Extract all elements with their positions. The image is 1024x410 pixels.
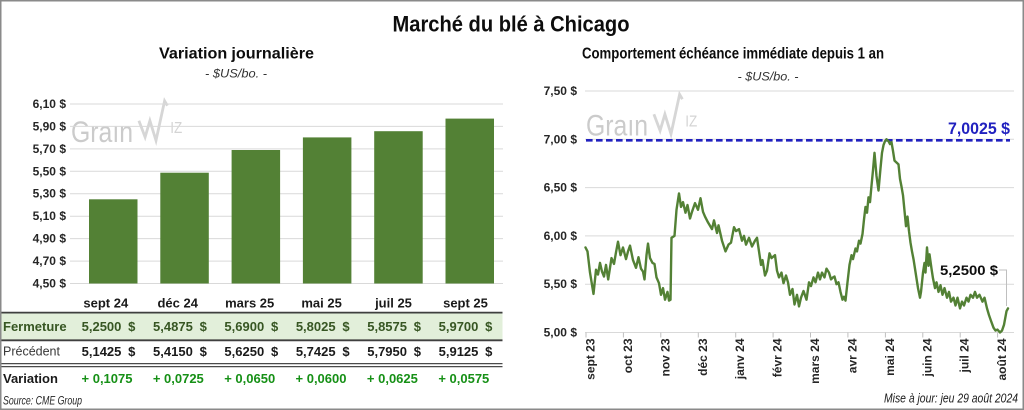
svg-text:sept 25: sept 25 (443, 296, 488, 311)
svg-text:mai 24: mai 24 (883, 338, 897, 376)
svg-text:5,6250: 5,6250 (224, 344, 264, 359)
svg-text:+ 0,1075: + 0,1075 (82, 371, 133, 386)
svg-text:$: $ (485, 344, 493, 359)
svg-text:IZ: IZ (170, 120, 182, 137)
svg-text:$: $ (414, 344, 422, 359)
svg-text:6,50 $: 6,50 $ (544, 181, 578, 195)
svg-text:Marché du blé à Chicago: Marché du blé à Chicago (393, 12, 630, 37)
svg-text:$: $ (342, 344, 350, 359)
svg-text:4,50 $: 4,50 $ (33, 277, 67, 291)
svg-text:5,50 $: 5,50 $ (33, 164, 67, 178)
svg-text:mars 25: mars 25 (225, 296, 274, 311)
svg-text:5,8025: 5,8025 (296, 319, 336, 334)
svg-text:7,0025 $: 7,0025 $ (948, 119, 1010, 138)
svg-text:janv 24: janv 24 (733, 338, 747, 380)
svg-text:juin 24: juin 24 (920, 338, 934, 377)
svg-text:Précédent: Précédent (3, 345, 61, 359)
svg-text:$: $ (128, 344, 136, 359)
svg-text:5,1425: 5,1425 (82, 344, 122, 359)
svg-text:$: $ (200, 344, 208, 359)
svg-text:juil 25: juil 25 (374, 296, 412, 311)
svg-text:$: $ (342, 319, 350, 334)
svg-text:5,2500: 5,2500 (82, 319, 122, 334)
svg-text:5,90 $: 5,90 $ (33, 119, 67, 133)
svg-text:5,2500 $: 5,2500 $ (940, 262, 998, 278)
svg-text:sept 23: sept 23 (584, 338, 598, 380)
svg-text:avr 24: avr 24 (845, 338, 859, 373)
svg-text:$: $ (485, 319, 493, 334)
svg-text:nov 23: nov 23 (658, 338, 672, 376)
svg-text:Fermeture: Fermeture (3, 319, 67, 334)
svg-text:5,00 $: 5,00 $ (544, 326, 578, 340)
svg-text:Mise à jour: jeu 29 août 2024: Mise à jour: jeu 29 août 2024 (884, 392, 1018, 406)
svg-text:5,9125: 5,9125 (439, 344, 479, 359)
svg-text:5,10 $: 5,10 $ (33, 209, 67, 223)
svg-text:5,7425: 5,7425 (296, 344, 336, 359)
svg-text:5,8575: 5,8575 (367, 319, 407, 334)
svg-text:oct 23: oct 23 (621, 338, 635, 373)
svg-text:IZ: IZ (685, 114, 697, 131)
svg-text:sept 24: sept 24 (83, 296, 129, 311)
svg-text:5,50 $: 5,50 $ (544, 277, 578, 291)
svg-text:juil 24: juil 24 (958, 338, 972, 373)
svg-text:7,00 $: 7,00 $ (544, 132, 578, 146)
svg-text:$: $ (128, 319, 136, 334)
svg-text:- $US/bo. -: - $US/bo. - (205, 66, 267, 80)
svg-text:5,4150: 5,4150 (153, 344, 193, 359)
svg-text:août 24: août 24 (995, 338, 1009, 380)
svg-text:$: $ (271, 344, 279, 359)
svg-text:5,30 $: 5,30 $ (33, 187, 67, 201)
svg-text:+ 0,0625: + 0,0625 (367, 371, 418, 386)
svg-text:+ 0,0725: + 0,0725 (153, 371, 204, 386)
svg-text:$: $ (271, 319, 279, 334)
svg-text:+ 0,0650: + 0,0650 (224, 371, 275, 386)
svg-text:Graın: Graın (71, 116, 133, 149)
svg-text:févr 24: févr 24 (771, 338, 785, 377)
svg-text:Graın: Graın (586, 110, 648, 143)
svg-text:Source: CME Group: Source: CME Group (3, 395, 82, 407)
svg-text:+ 0,0600: + 0,0600 (296, 371, 347, 386)
svg-text:4,70 $: 4,70 $ (33, 254, 67, 268)
svg-text:- $US/bo. -: - $US/bo. - (738, 69, 799, 83)
svg-text:7,50 $: 7,50 $ (544, 84, 578, 98)
svg-text:4,90 $: 4,90 $ (33, 232, 67, 246)
svg-text:Variation journalière: Variation journalière (159, 46, 314, 63)
svg-text:5,4875: 5,4875 (153, 319, 193, 334)
svg-text:5,70 $: 5,70 $ (33, 142, 67, 156)
svg-text:Comportement échéance immédiat: Comportement échéance immédiate depuis 1… (582, 46, 884, 63)
svg-text:déc 23: déc 23 (696, 338, 710, 376)
svg-text:5,6900: 5,6900 (224, 319, 264, 334)
svg-text:5,7950: 5,7950 (367, 344, 407, 359)
svg-text:$: $ (200, 319, 208, 334)
svg-text:6,00 $: 6,00 $ (544, 229, 578, 243)
svg-text:+ 0,0575: + 0,0575 (438, 371, 489, 386)
svg-text:$: $ (414, 319, 422, 334)
svg-text:mars 24: mars 24 (808, 338, 822, 384)
svg-text:mai 25: mai 25 (301, 296, 341, 311)
svg-text:6,10 $: 6,10 $ (33, 97, 67, 111)
svg-text:déc 24: déc 24 (157, 296, 198, 311)
svg-text:5,9700: 5,9700 (439, 319, 479, 334)
svg-text:Variation: Variation (3, 371, 58, 386)
